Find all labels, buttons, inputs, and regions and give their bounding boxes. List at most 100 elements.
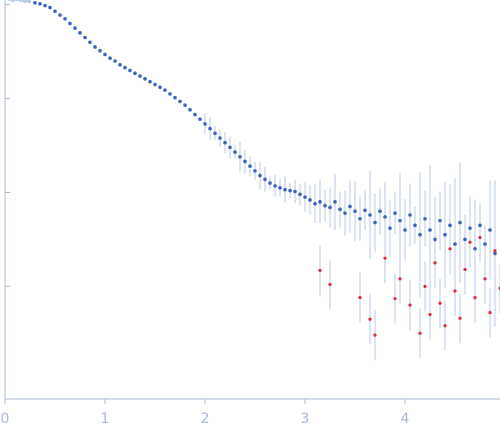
- data-point: [118, 62, 122, 67]
- data-point: [408, 213, 412, 217]
- data-point: [198, 117, 202, 122]
- negative-point: [373, 333, 377, 337]
- data-point: [148, 79, 152, 84]
- data-point: [123, 65, 127, 70]
- data-point: [218, 136, 222, 140]
- data-point: [183, 103, 187, 107]
- data-point: [423, 216, 427, 221]
- data-point: [233, 150, 237, 154]
- data-point: [193, 112, 197, 117]
- data-point: [448, 223, 452, 228]
- data-point: [258, 173, 262, 178]
- data-point: [188, 108, 192, 112]
- data-point: [368, 213, 372, 217]
- data-point: [323, 203, 327, 208]
- negative-point: [438, 301, 442, 305]
- data-point: [223, 140, 227, 145]
- data-point: [488, 228, 492, 232]
- negative-point: [368, 317, 372, 321]
- excluded-point: [26, 0, 32, 4]
- data-point: [473, 246, 477, 251]
- data-point: [103, 52, 107, 57]
- data-point: [128, 68, 132, 73]
- data-point: [203, 122, 207, 126]
- x-ticks: 0 1 2 3 4: [1, 399, 410, 427]
- data-point: [133, 71, 137, 76]
- data-point: [48, 5, 52, 10]
- data-point: [293, 189, 297, 194]
- data-point: [428, 228, 432, 232]
- negative-point: [318, 268, 322, 272]
- negative-point: [453, 289, 457, 293]
- data-point: [143, 77, 147, 81]
- data-point: [58, 13, 62, 17]
- data-point: [343, 211, 347, 215]
- data-point: [168, 92, 172, 96]
- data-point: [178, 99, 182, 104]
- x-tick-label: 2: [201, 411, 210, 427]
- negative-point: [488, 311, 492, 315]
- data-points: [33, 1, 497, 256]
- data-point: [153, 82, 157, 87]
- data-point: [313, 201, 317, 206]
- negative-point: [473, 296, 477, 300]
- data-point: [418, 232, 422, 237]
- data-point: [318, 200, 322, 204]
- data-point: [108, 56, 112, 61]
- data-point: [438, 218, 442, 223]
- data-point: [253, 169, 257, 173]
- data-point: [68, 21, 72, 26]
- data-point: [388, 226, 392, 230]
- negative-point: [478, 235, 482, 240]
- data-point: [443, 232, 447, 237]
- data-point: [468, 226, 472, 230]
- data-point: [248, 164, 252, 168]
- negative-point: [448, 247, 452, 251]
- excluded-point: [15, 0, 19, 2]
- negative-point: [483, 277, 487, 281]
- data-point: [378, 209, 382, 214]
- data-point: [463, 237, 467, 242]
- data-point: [83, 35, 87, 40]
- data-point: [173, 95, 177, 100]
- data-point: [238, 154, 242, 159]
- negative-point: [418, 331, 422, 335]
- excluded-point: [22, 0, 28, 4]
- data-point: [113, 59, 117, 63]
- data-point: [363, 208, 367, 213]
- negative-point: [463, 267, 467, 272]
- data-point: [433, 237, 437, 242]
- data-point: [453, 242, 457, 246]
- negative-points: [318, 235, 500, 337]
- data-point: [228, 145, 232, 150]
- negative-point: [423, 284, 427, 288]
- y-ticks: [5, 4, 10, 287]
- excluded-points: [8, 0, 32, 4]
- negative-point: [468, 240, 472, 244]
- negative-point: [443, 324, 447, 328]
- data-point: [93, 45, 97, 49]
- data-point: [383, 215, 387, 219]
- x-tick-label: 1: [101, 411, 110, 427]
- data-point: [88, 40, 92, 45]
- data-point: [73, 26, 77, 30]
- negative-point: [408, 303, 412, 307]
- axes: [4, 0, 500, 400]
- negative-point: [433, 261, 437, 265]
- data-point: [348, 204, 352, 209]
- data-point: [398, 218, 402, 223]
- data-point: [268, 181, 272, 185]
- x-tick-label: 3: [301, 411, 310, 427]
- excluded-point: [18, 0, 24, 3]
- x-tick-label: 0: [1, 411, 10, 427]
- data-point: [333, 200, 337, 204]
- data-point: [283, 187, 287, 192]
- data-point: [328, 205, 332, 210]
- error-bars: [204, 113, 500, 361]
- negative-point: [493, 249, 497, 253]
- data-point: [303, 195, 307, 199]
- data-point: [158, 85, 162, 90]
- data-point: [243, 159, 247, 164]
- negative-point: [398, 277, 402, 281]
- data-point: [298, 192, 302, 197]
